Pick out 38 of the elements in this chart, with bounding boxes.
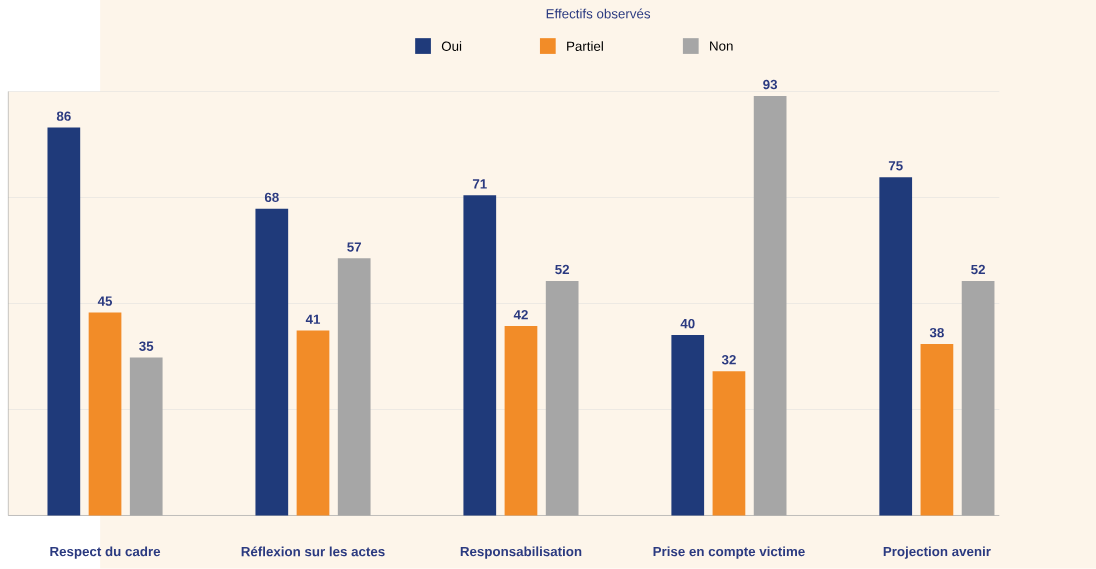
bar <box>671 335 705 516</box>
data-label: 35 <box>139 341 154 352</box>
x-tick-label: Réflexion sur les actes <box>241 546 385 557</box>
bar <box>545 281 579 516</box>
bar <box>920 344 954 516</box>
bar <box>296 330 330 516</box>
data-label: 57 <box>347 242 362 252</box>
data-label: 93 <box>763 79 778 90</box>
chart-title: Effectifs observés <box>546 8 651 19</box>
data-label: 41 <box>305 314 321 324</box>
bar <box>337 258 371 516</box>
data-label: 86 <box>56 111 71 121</box>
data-label: 52 <box>971 264 985 275</box>
data-label: 52 <box>555 264 570 275</box>
data-label: 42 <box>513 310 528 320</box>
bar <box>712 371 746 516</box>
bar <box>255 208 289 516</box>
bar <box>463 195 497 516</box>
data-label: 38 <box>929 328 944 338</box>
data-label: 75 <box>888 161 903 171</box>
bar <box>88 312 122 516</box>
bar <box>504 326 538 516</box>
bar <box>129 357 163 516</box>
legend-label: Non <box>710 41 733 51</box>
x-tick-label: Prise en compte victime <box>653 546 805 559</box>
bar <box>879 177 913 516</box>
legend-label: Partiel <box>567 41 603 52</box>
data-label: 45 <box>97 296 113 306</box>
x-tick-label: Respect du cadre <box>50 546 161 559</box>
data-label: 71 <box>472 179 487 189</box>
x-tick-label: Projection avenir <box>883 546 991 559</box>
data-label: 68 <box>264 192 279 203</box>
bar <box>753 96 787 516</box>
legend-label: Oui <box>441 41 462 52</box>
x-tick-label: Responsabilisation <box>460 546 582 559</box>
data-label: 40 <box>680 319 695 329</box>
data-label: 32 <box>721 355 736 365</box>
bar <box>961 281 995 516</box>
